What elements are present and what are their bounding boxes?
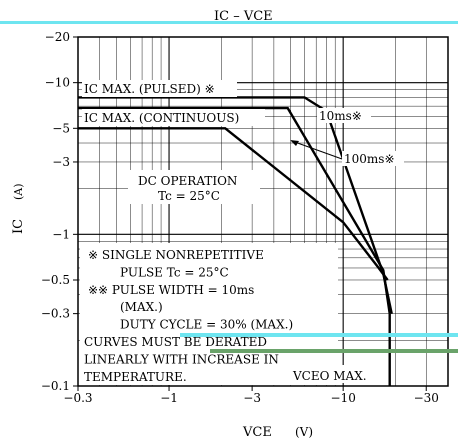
highlight-green xyxy=(210,349,458,353)
series-100ms xyxy=(78,106,391,314)
x-axis-label: VCE xyxy=(242,425,272,440)
note-line: ※ SINGLE NONREPETITIVE xyxy=(88,248,264,262)
tc-label: Tc = 25°C xyxy=(158,189,220,203)
label-100ms: 100ms※ xyxy=(344,152,395,166)
note-line: TEMPERATURE. xyxy=(84,370,187,384)
note-line: PULSE Tc = 25°C xyxy=(120,265,229,279)
arrow-100ms xyxy=(291,140,343,160)
highlight-cyan xyxy=(180,333,458,337)
y-tick-label: −5 xyxy=(52,121,70,135)
y-axis-unit: (A) xyxy=(12,183,25,200)
y-tick-label: −20 xyxy=(45,30,70,44)
x-axis-unit: (V) xyxy=(295,425,313,439)
note-line: (MAX.) xyxy=(120,300,163,314)
vceo-max-label: VCEO MAX. xyxy=(292,369,367,383)
x-tick-label: −0.3 xyxy=(63,391,92,405)
y-tick-label: −0.5 xyxy=(41,273,70,287)
y-tick-label: −10 xyxy=(45,76,70,90)
y-tick-label: −3 xyxy=(52,155,70,169)
x-tick-label: −10 xyxy=(331,391,356,405)
y-axis-label: IC xyxy=(11,219,26,234)
dc-operation-label: DC OPERATION xyxy=(138,174,237,188)
x-tick-label: −1 xyxy=(160,391,178,405)
continuous-label: IC MAX. (CONTINUOUS) xyxy=(84,111,239,125)
x-tick-label: −3 xyxy=(243,391,261,405)
y-tick-label: −1 xyxy=(52,227,70,241)
x-tick-label: −30 xyxy=(414,391,439,405)
pulsed-label: IC MAX. (PULSED) ※ xyxy=(84,82,215,96)
y-tick-label: −0.3 xyxy=(41,307,70,321)
chart-title: IC – VCE xyxy=(214,9,273,24)
note-line: CURVES MUST BE DERATED xyxy=(84,335,267,349)
notes-background xyxy=(80,243,338,385)
note-line: LINEARLY WITH INCREASE IN xyxy=(84,352,279,366)
label-10ms: 10ms※ xyxy=(319,109,362,123)
y-tick-label: −0.1 xyxy=(41,379,70,393)
note-line: DUTY CYCLE = 30% (MAX.) xyxy=(120,318,293,332)
notes-block: ※ SINGLE NONREPETITIVE PULSE Tc = 25°C ※※ … xyxy=(84,248,293,384)
title-highlight xyxy=(0,21,458,24)
ticks: −0.3 −1 −3 −10 −30−20−10−5−3−1−0.5−0.3−0.1 xyxy=(41,30,439,405)
note-line: ※※ PULSE WIDTH = 10ms xyxy=(88,283,254,297)
plot-frame xyxy=(77,36,449,387)
series-dc-operation xyxy=(78,127,389,281)
arrow-100ms-head xyxy=(290,140,299,146)
